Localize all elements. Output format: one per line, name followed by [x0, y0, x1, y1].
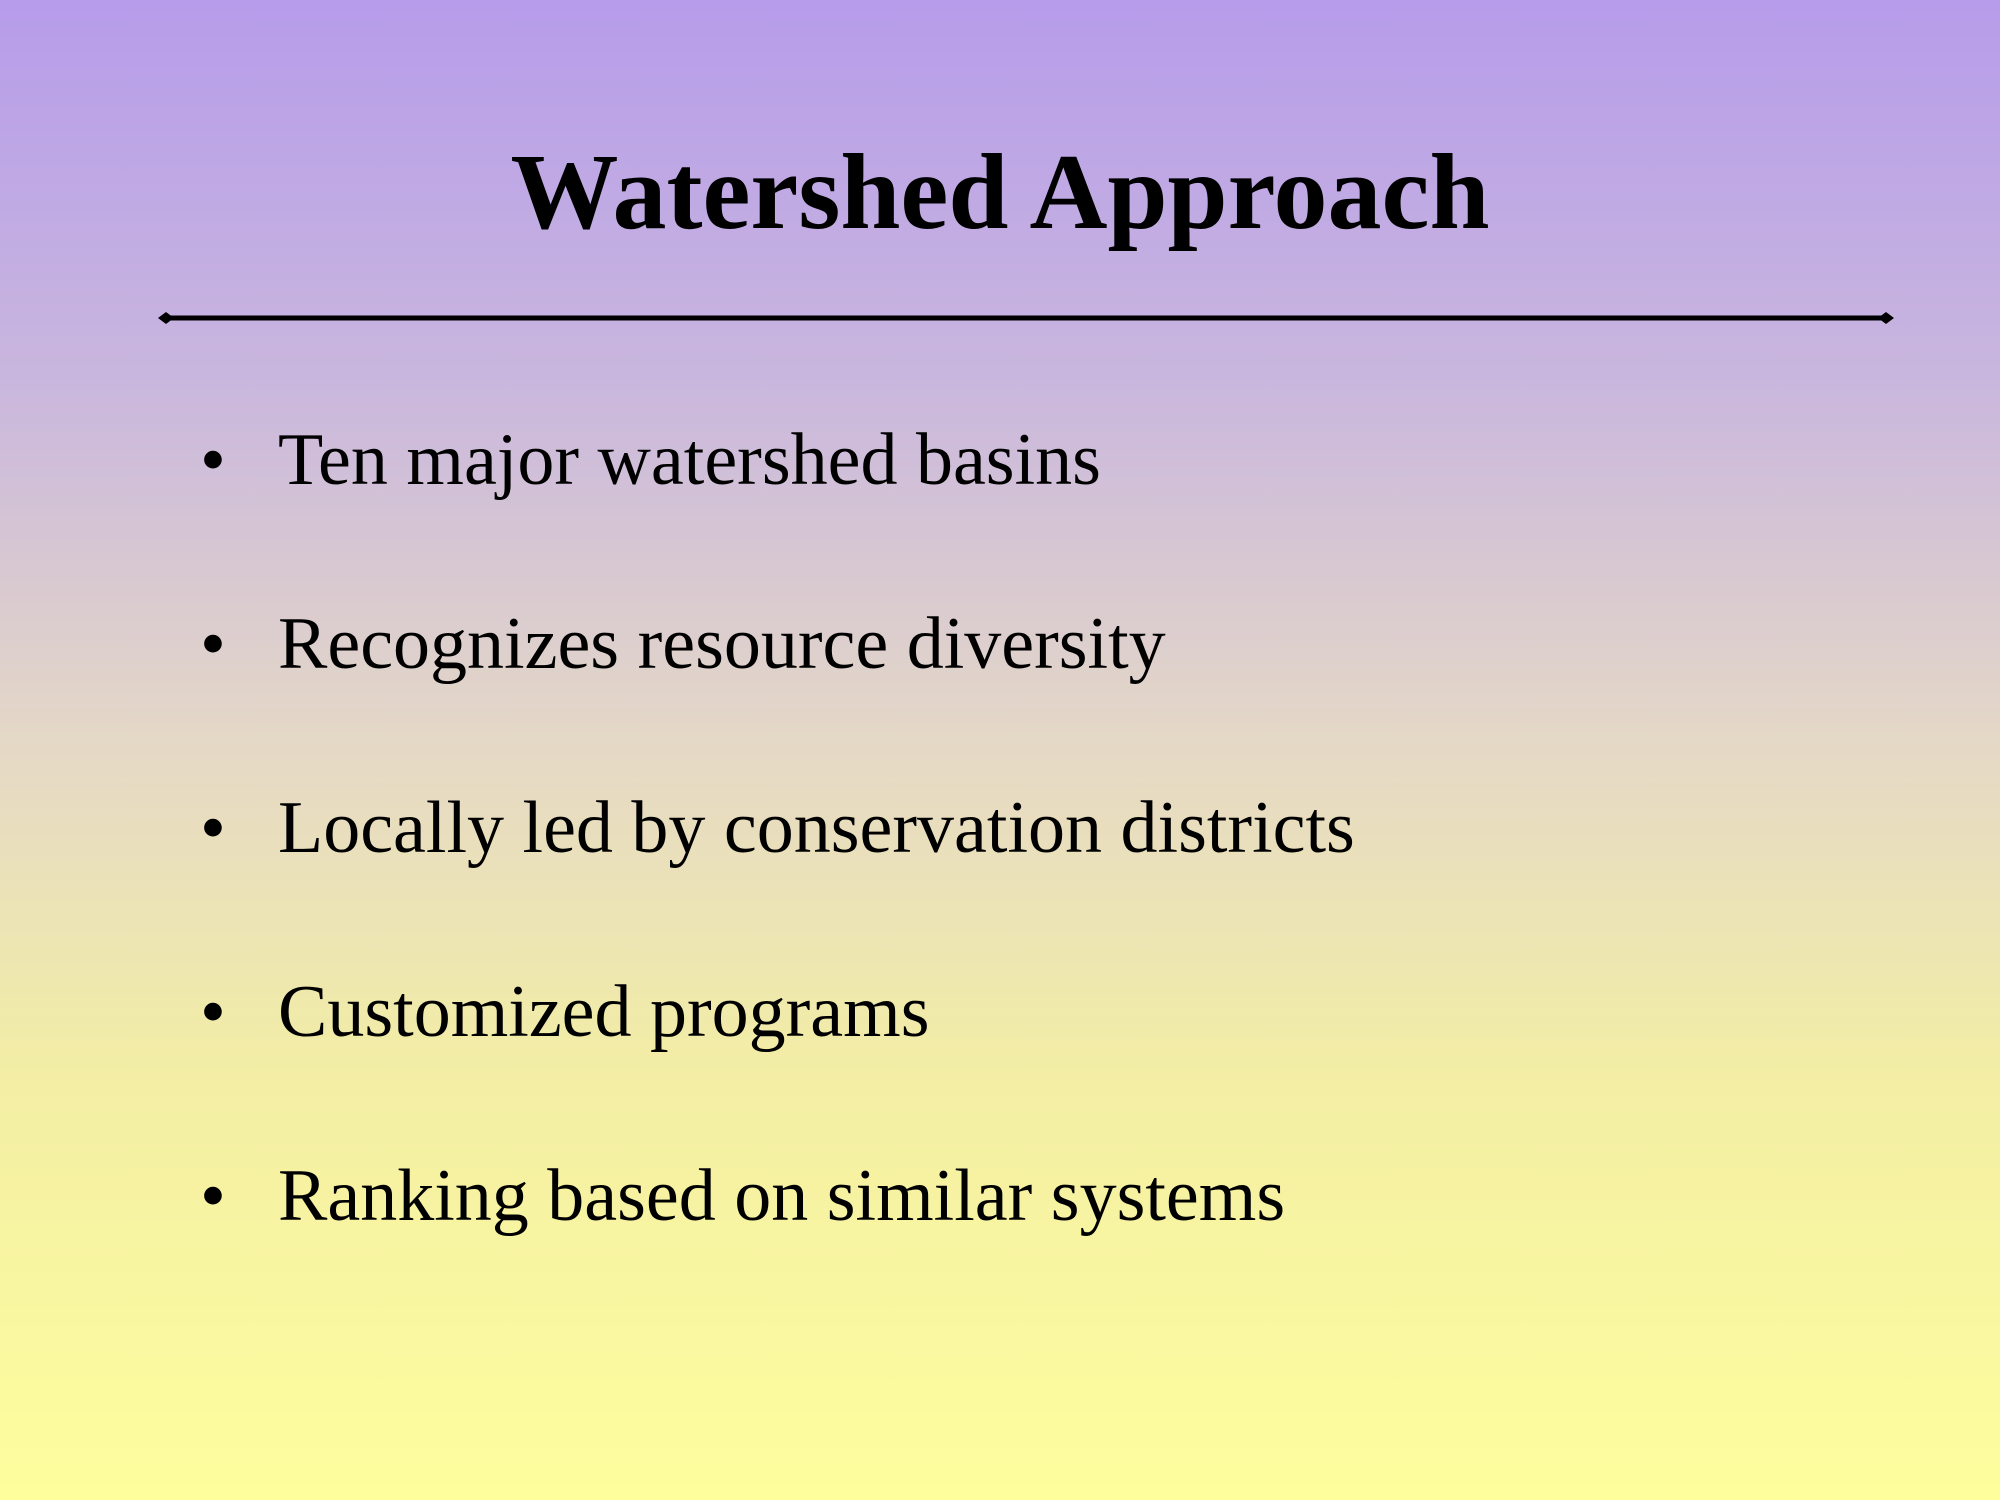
- bullet-dot: •: [200, 971, 226, 1053]
- divider-diamond-left: [158, 312, 174, 324]
- bullet-text: Locally led by conservation districts: [278, 787, 1355, 869]
- slide-title: Watershed Approach: [510, 133, 1490, 252]
- bullet-text: Recognizes resource diversity: [278, 603, 1166, 685]
- bullet-dot: •: [200, 787, 226, 869]
- bullet-text: Ten major watershed basins: [278, 419, 1101, 501]
- bullet-text: Ranking based on similar systems: [278, 1155, 1286, 1237]
- bullet-dot: •: [200, 1155, 226, 1237]
- bullet-text: Customized programs: [278, 971, 930, 1053]
- bullet-dot: •: [200, 603, 226, 685]
- divider-diamond-right: [1878, 312, 1894, 324]
- title-divider-line: [158, 312, 1894, 324]
- bullet-dot: •: [200, 419, 226, 501]
